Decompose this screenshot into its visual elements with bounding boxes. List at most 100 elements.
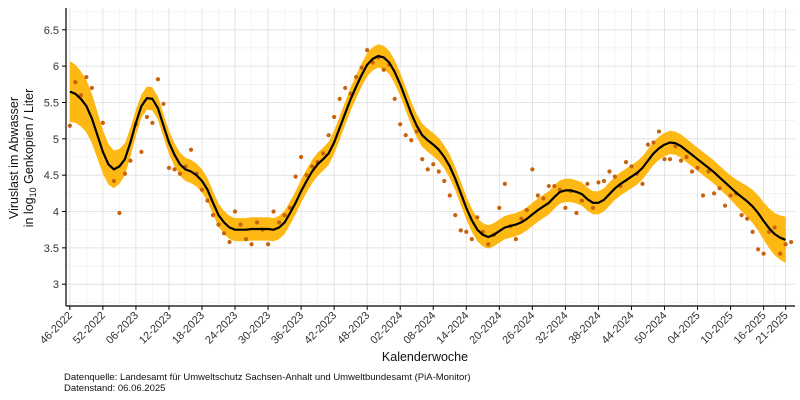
measurement-point [645,142,651,147]
measurement-point [332,114,337,120]
x-tick-label: 32-2024 [533,310,570,347]
measurement-point [656,129,662,134]
measurement-point [436,169,441,174]
x-tick-label: 10-2025 [699,310,736,347]
measurement-point [326,133,331,138]
measurement-point [310,164,315,169]
measurement-point [84,74,89,80]
measurement-point [789,239,794,245]
measurement-point [486,242,491,247]
measurement-point [756,247,761,252]
x-tick-label: 08-2024 [401,310,438,347]
y-axis-title-line2: in log10 Genkopien / Liter [22,89,38,228]
measurement-point [750,229,755,234]
measurement-point [89,85,94,91]
measurement-point [265,242,271,247]
y-axis-title-line1: Viruslast im Abwasser [7,97,21,219]
x-tick-label: 14-2024 [434,310,471,347]
measurement-point [667,157,673,162]
measurement-point [744,216,750,221]
measurement-point [678,158,684,163]
measurement-point [144,114,150,120]
measurement-point [365,48,370,53]
measurement-point [199,187,205,192]
measurement-point [392,96,397,101]
measurement-point [243,237,249,242]
grid-major [66,8,795,306]
measurement-point [381,67,386,72]
measurement-point [662,157,667,162]
measurement-point [447,193,452,198]
measurement-point [117,210,122,216]
measurement-point [552,183,557,189]
measurement-point [711,191,717,196]
measurement-point [205,198,210,203]
y-tick-label: 5 [53,134,59,146]
measurement-point [590,205,596,210]
measurement-point [453,213,458,218]
measurement-point [128,158,133,163]
measurement-point [739,213,744,218]
x-tick-label: 48-2023 [335,310,372,347]
measurement-point [469,237,474,242]
measurement-point [150,120,155,125]
measurement-point [177,171,183,176]
x-tick-label: 02-2024 [368,310,405,347]
measurement-point [431,162,436,167]
measurement-point [282,213,287,218]
y-axis-title-prefix: in log [22,197,36,227]
measurement-point [73,80,78,85]
measurement-point [343,85,348,91]
measurement-point [772,225,777,230]
measurement-point [122,171,128,176]
measurement-point [629,164,634,169]
measurement-point [684,154,689,160]
measurement-point [216,222,221,227]
measurement-point [519,216,524,221]
measurement-point [574,210,579,216]
x-tick-label: 44-2024 [600,310,637,347]
measurement-point [585,181,590,186]
caption-data-date: Datenstand: 06.06.2025 [64,383,166,394]
measurement-point [717,186,722,191]
measurement-point [414,129,419,134]
measurement-point [238,222,243,227]
measurement-point [513,237,518,242]
measurement-point [728,193,733,198]
grid-minor [66,8,795,306]
measurement-point [623,159,629,165]
measurement-point [78,93,83,98]
measurement-point [271,209,276,214]
measurement-point [700,193,706,198]
y-tick-label: 3.5 [44,243,59,255]
y-tick-label: 4.5 [44,170,59,182]
measurement-point [596,180,601,185]
measurement-point [524,207,529,213]
measurement-point [425,167,430,172]
measurement-point [293,174,298,179]
measurement-point [172,167,177,172]
measurement-point [695,165,700,171]
y-axis-title: Viruslast im Abwasser in log10 Genkopien… [7,89,38,228]
caption-data-source: Datenquelle: Landesamt für Umweltschutz … [64,372,471,383]
measurement-point [601,178,607,184]
measurement-point [420,157,425,162]
measurement-point [321,151,326,156]
x-tick-label: 12-2023 [137,310,174,347]
tick-labels: 3 3.5 4 4.5 5 5.5 6 6.5 46-202252-202206-202312-… [38,25,791,347]
x-tick-label: 04-2025 [666,310,703,347]
measurement-point [221,231,227,236]
measurement-point [111,178,117,184]
measurement-point [722,203,728,208]
measurement-point [100,120,105,125]
measurement-point [464,229,469,234]
measurement-point [337,96,342,101]
measurement-point [403,133,408,138]
measurement-point [689,169,695,174]
measurement-point [541,196,546,201]
measurement-point [563,205,568,210]
measurement-point [254,220,260,225]
measurement-point [67,123,72,128]
measurement-points [67,48,794,256]
